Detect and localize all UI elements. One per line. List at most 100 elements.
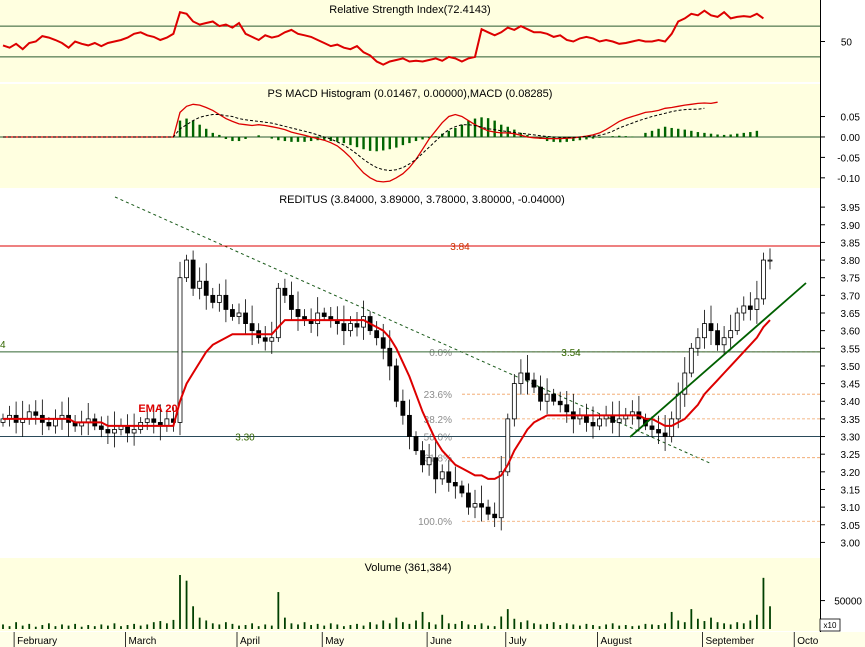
macd-hist-bar-110 xyxy=(722,134,726,137)
candles xyxy=(0,248,773,531)
candle-112 xyxy=(734,307,740,335)
candle-body-63 xyxy=(413,436,419,452)
price-tick-label-4: 3.75 xyxy=(841,274,861,285)
price-tick-label-11: 3.40 xyxy=(841,397,861,408)
volume-bar-45 xyxy=(297,624,299,629)
volume-bar-101 xyxy=(664,623,667,629)
candle-45 xyxy=(295,291,301,331)
volume-bar-16 xyxy=(106,625,109,629)
volume-bar-89 xyxy=(585,623,588,629)
candle-body-7 xyxy=(46,422,52,427)
candle-body-112 xyxy=(734,312,740,332)
volume-bar-107 xyxy=(703,621,706,629)
volume-bar-43 xyxy=(283,617,286,629)
volume-bar-96 xyxy=(631,626,634,629)
volume-bar-117 xyxy=(769,606,771,629)
candle-body-107 xyxy=(702,323,707,339)
candle-body-38 xyxy=(249,323,255,332)
candle-20 xyxy=(131,413,137,446)
macd-hist-bar-64 xyxy=(421,136,424,140)
volume-bar-98 xyxy=(644,623,647,629)
volume-bar-52 xyxy=(342,626,345,629)
candle-74 xyxy=(485,499,491,521)
candle-body-16 xyxy=(105,429,111,434)
volume-tick-label-0: 50000 xyxy=(834,597,862,608)
candle-115 xyxy=(754,280,760,324)
volume-bar-29 xyxy=(192,606,195,629)
volume-bar-105 xyxy=(690,609,693,629)
rsi-panel-bg xyxy=(0,0,820,82)
month-label-6: August xyxy=(601,636,632,647)
macd-hist-bar-74 xyxy=(486,118,490,137)
uptrend-line xyxy=(629,282,807,438)
volume-bar-12 xyxy=(80,626,83,629)
candle-body-42 xyxy=(275,287,281,339)
volume-bar-58 xyxy=(382,620,385,629)
macd-hist-bar-70 xyxy=(460,124,464,137)
candle-body-41 xyxy=(269,337,275,342)
volume-bar-23 xyxy=(152,622,155,629)
candle-body-43 xyxy=(282,287,288,296)
volume-bar-0 xyxy=(2,624,4,629)
candle-82 xyxy=(538,375,543,411)
macd-hist-bar-28 xyxy=(185,118,188,137)
candle-body-65 xyxy=(426,457,432,466)
volume-bar-60 xyxy=(395,617,398,629)
volume-bar-25 xyxy=(165,623,168,629)
candle-43 xyxy=(282,278,288,303)
candle-body-64 xyxy=(420,450,425,466)
month-label-8: Octo xyxy=(797,636,819,647)
volume-bar-114 xyxy=(749,620,752,629)
volume-axis: 50000 xyxy=(820,597,862,608)
volume-bar-41 xyxy=(270,625,273,629)
volume-title: Volume (361,384) xyxy=(365,562,452,574)
volume-bar-47 xyxy=(310,625,313,629)
candle-body-53 xyxy=(348,323,353,332)
unit-box xyxy=(819,618,841,632)
rsi-tick-label-0: 50 xyxy=(841,38,853,49)
volume-bar-56 xyxy=(369,622,372,629)
volume-bar-90 xyxy=(592,625,594,629)
volume-bar-64 xyxy=(421,611,424,629)
candle-66 xyxy=(433,439,439,494)
candle-101 xyxy=(662,415,668,451)
candle-84 xyxy=(551,388,557,406)
candle-63 xyxy=(413,431,419,455)
volume-bar-18 xyxy=(120,626,122,629)
macd-hist-bar-37 xyxy=(244,136,247,139)
candle-body-100 xyxy=(656,429,661,434)
candle-body-83 xyxy=(544,393,550,402)
candle-29 xyxy=(190,250,196,296)
candle-body-29 xyxy=(190,259,196,289)
fib-label-5: 100.0% xyxy=(418,517,452,528)
volume-bar-106 xyxy=(696,618,699,629)
macd-hist-bar-44 xyxy=(290,136,293,142)
volume-bar-55 xyxy=(362,625,365,629)
price-tick-label-16: 3.15 xyxy=(841,485,861,496)
volume-bar-32 xyxy=(211,623,214,629)
volume-bar-4 xyxy=(28,623,31,629)
candle-40 xyxy=(262,326,268,351)
macd-hist-bar-99 xyxy=(650,130,654,137)
volume-bar-66 xyxy=(434,624,437,629)
macd-hist-bar-52 xyxy=(342,136,346,144)
candle-109 xyxy=(715,323,720,351)
volume-bar-91 xyxy=(598,626,601,629)
candle-body-75 xyxy=(492,513,498,519)
candle-body-68 xyxy=(446,471,452,483)
candle-108 xyxy=(708,305,714,346)
candle-41 xyxy=(269,321,275,354)
candle-body-20 xyxy=(131,429,137,434)
macd-axis: 0.05 0.00 -0.05 -0.10 xyxy=(820,113,860,185)
candle-body-101 xyxy=(662,432,668,437)
volume-bar-113 xyxy=(742,623,745,629)
candle-116 xyxy=(761,252,766,305)
macd-hist-bar-102 xyxy=(670,127,673,137)
candle-body-104 xyxy=(682,372,688,395)
macd-hist-bar-103 xyxy=(677,128,680,137)
candle-body-113 xyxy=(741,305,747,314)
volume-bar-70 xyxy=(460,621,463,629)
macd-hist-bar-30 xyxy=(198,124,201,137)
candle-65 xyxy=(426,443,432,476)
volume-bar-82 xyxy=(539,624,542,629)
